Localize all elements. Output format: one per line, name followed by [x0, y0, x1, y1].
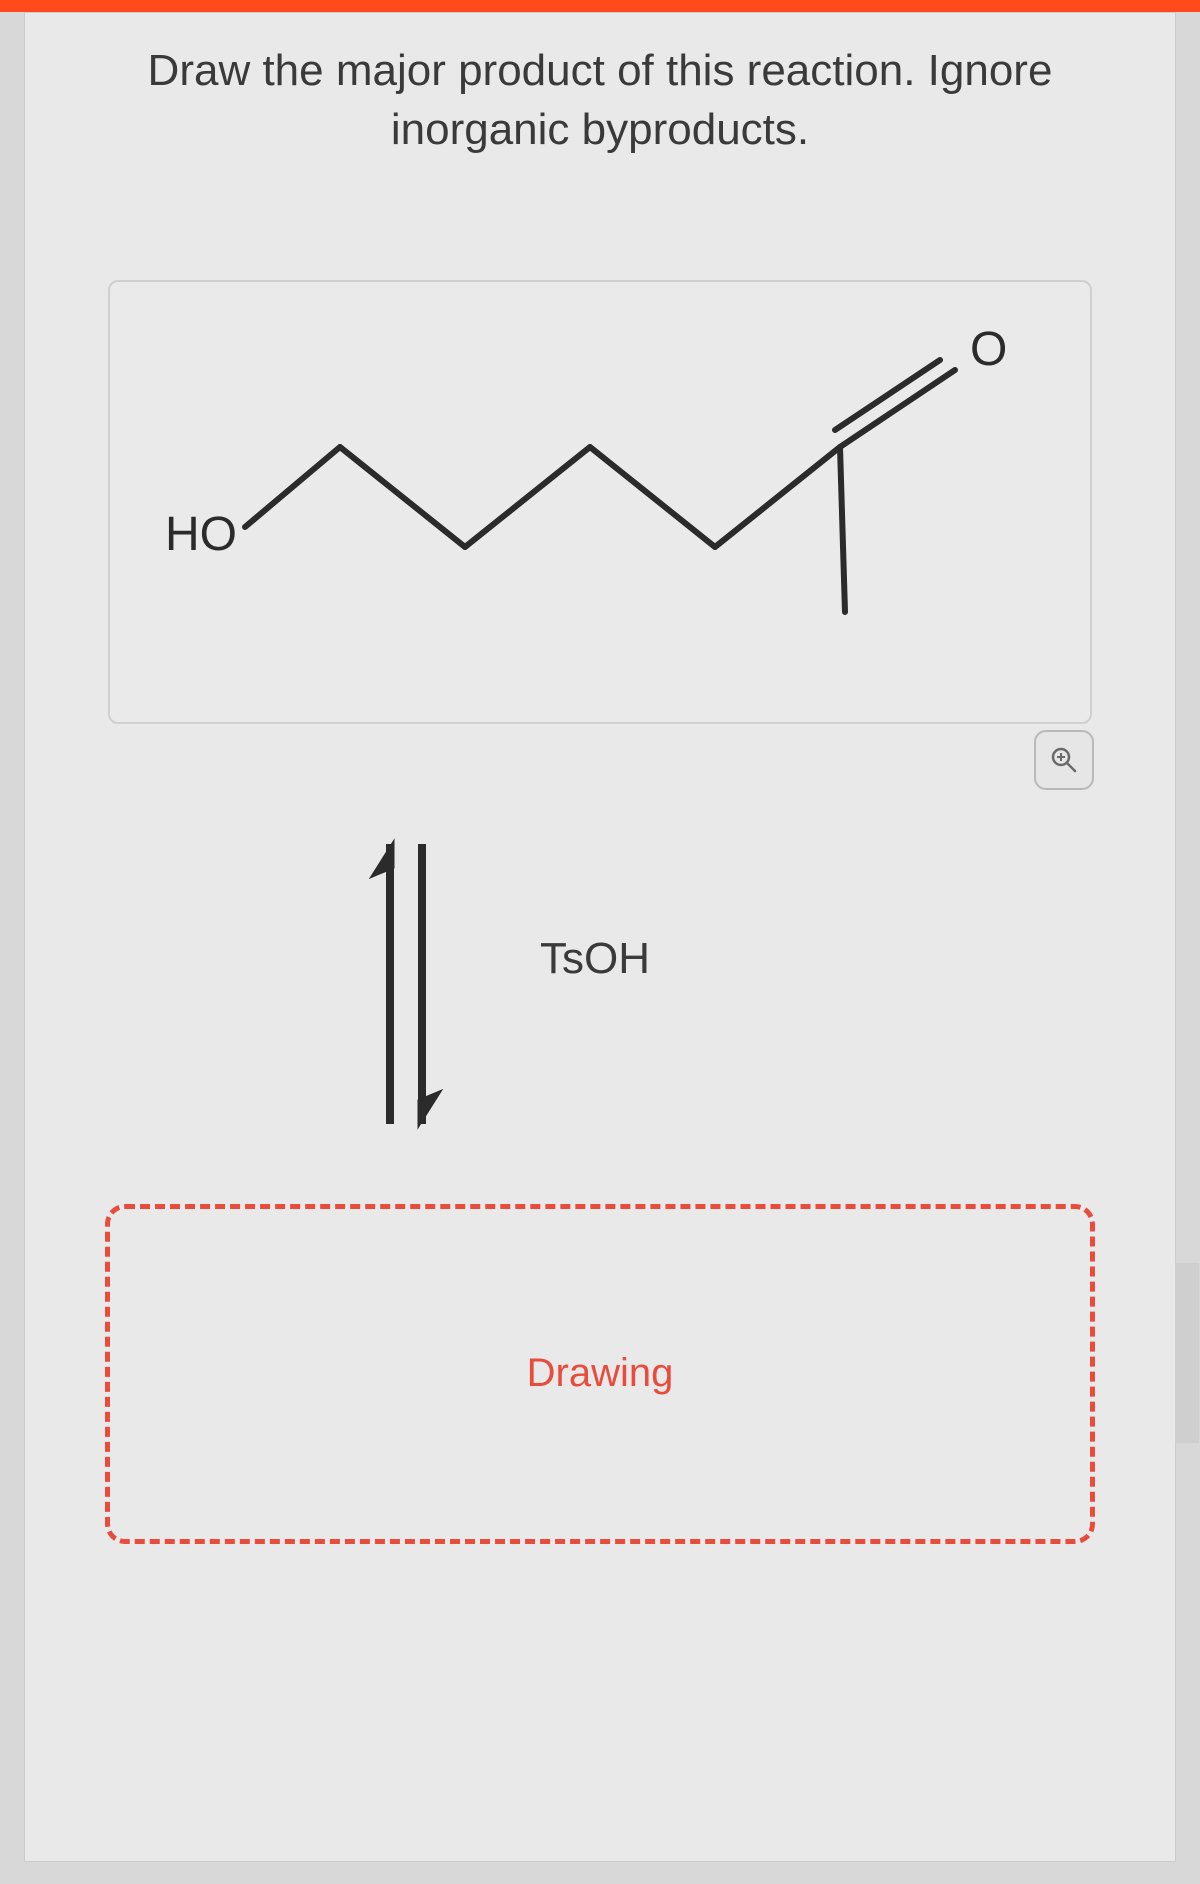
- molecule-skeletal: [110, 282, 1090, 722]
- question-line-2: inorganic byproducts.: [391, 105, 809, 154]
- reaction-arrow-region: TsOH: [110, 824, 1090, 1144]
- drawing-drop-target[interactable]: Drawing: [105, 1204, 1095, 1544]
- zoom-button[interactable]: [1034, 730, 1094, 790]
- question-line-1: Draw the major product of this reaction.…: [148, 46, 1053, 95]
- atom-label-ho: HO: [165, 507, 237, 562]
- drawing-placeholder-label: Drawing: [527, 1351, 674, 1396]
- accent-top-bar: [0, 0, 1200, 12]
- magnifier-icon: [1049, 745, 1079, 775]
- atom-label-o: O: [970, 322, 1007, 377]
- question-card: Draw the major product of this reaction.…: [24, 12, 1176, 1862]
- scrollbar-hint: [1175, 1263, 1199, 1443]
- reagent-label: TsOH: [540, 934, 650, 984]
- question-text: Draw the major product of this reaction.…: [65, 41, 1135, 160]
- equilibrium-arrow: [190, 824, 550, 1144]
- reactant-structure-box[interactable]: HO O: [108, 280, 1092, 724]
